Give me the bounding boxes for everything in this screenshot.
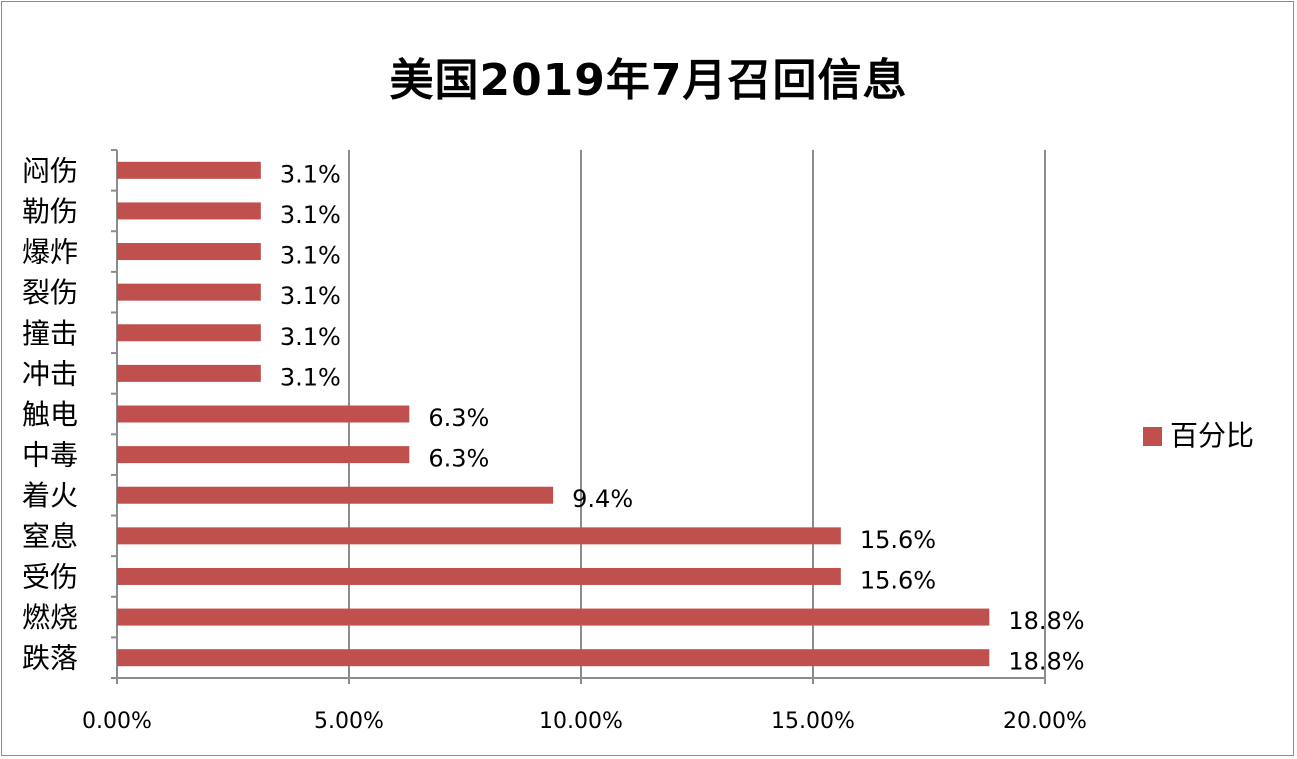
bar bbox=[117, 649, 990, 667]
data-labels: 18.8% 18.8% 15.6% 15.6% 9.4% 6.3% 6.3% 3.1% 3.1%… bbox=[280, 160, 1085, 675]
bar bbox=[117, 608, 990, 626]
data-label: 3.1% bbox=[280, 242, 341, 270]
data-label: 3.1% bbox=[280, 363, 341, 391]
bar bbox=[117, 161, 261, 179]
x-tick-label: 0.00% bbox=[82, 709, 152, 734]
bars bbox=[117, 161, 990, 667]
category-label: 跌落 bbox=[22, 642, 78, 675]
legend-label: 百分比 bbox=[1170, 419, 1254, 452]
category-label: 燃烧 bbox=[22, 601, 78, 634]
data-label: 6.3% bbox=[428, 445, 489, 473]
legend-swatch bbox=[1143, 427, 1162, 446]
bar bbox=[117, 324, 261, 342]
category-label: 着火 bbox=[22, 479, 78, 512]
data-label: 18.8% bbox=[1008, 607, 1084, 635]
chart-title: 美国2019年7月召回信息 bbox=[389, 55, 908, 106]
bar bbox=[117, 527, 841, 545]
category-label: 撞击 bbox=[22, 317, 78, 350]
data-label: 18.8% bbox=[1008, 648, 1084, 676]
category-label: 冲击 bbox=[22, 357, 78, 390]
bar bbox=[117, 486, 554, 504]
category-label: 勒伤 bbox=[22, 195, 78, 228]
category-label: 裂伤 bbox=[22, 276, 78, 309]
category-label: 触电 bbox=[22, 398, 78, 431]
x-tick-labels: 0.00% 5.00% 10.00% 15.00% 20.00% bbox=[82, 709, 1087, 734]
x-tick-label: 15.00% bbox=[771, 709, 855, 734]
bar bbox=[117, 364, 261, 382]
data-label: 15.6% bbox=[860, 566, 936, 594]
x-tick-label: 5.00% bbox=[314, 709, 384, 734]
data-label: 9.4% bbox=[572, 485, 633, 513]
data-label: 3.1% bbox=[280, 201, 341, 229]
data-label: 3.1% bbox=[280, 160, 341, 188]
data-label: 6.3% bbox=[428, 404, 489, 432]
bar bbox=[117, 446, 410, 464]
bar bbox=[117, 567, 841, 585]
category-label: 爆炸 bbox=[22, 236, 78, 269]
category-label: 窒息 bbox=[22, 520, 78, 553]
bar bbox=[117, 405, 410, 423]
bar bbox=[117, 283, 261, 301]
category-label: 中毒 bbox=[22, 439, 78, 472]
data-label: 3.1% bbox=[280, 323, 341, 351]
category-label: 闷伤 bbox=[22, 154, 78, 187]
bar bbox=[117, 202, 261, 220]
category-labels: 跌落 燃烧 受伤 窒息 着火 中毒 触电 冲击 撞击 裂伤 爆炸 勒伤 闷伤 bbox=[22, 154, 78, 674]
data-label: 3.1% bbox=[280, 282, 341, 310]
data-label: 15.6% bbox=[860, 526, 936, 554]
bar bbox=[117, 243, 261, 261]
x-tick-label: 10.00% bbox=[539, 709, 623, 734]
category-label: 受伤 bbox=[22, 560, 78, 593]
legend: 百分比 bbox=[1143, 419, 1254, 452]
x-tick-label: 20.00% bbox=[1003, 709, 1087, 734]
